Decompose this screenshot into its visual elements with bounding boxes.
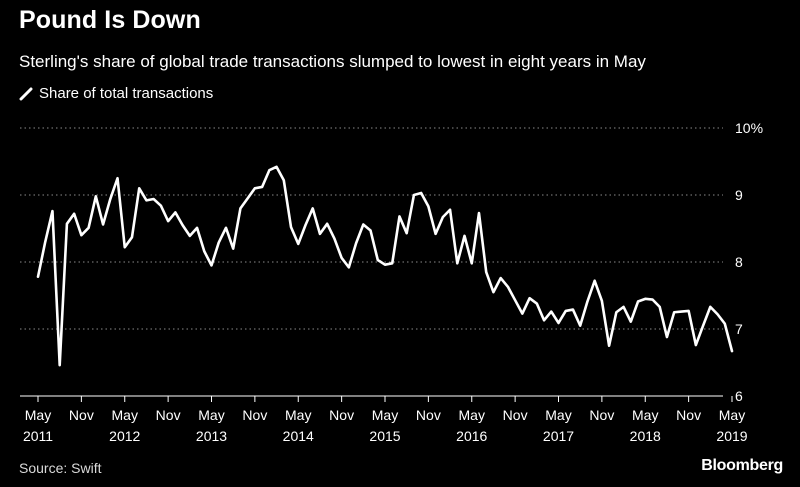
x-tick-month-label: May [459,407,485,423]
y-tick-label-6: 6 [735,388,743,404]
x-tick-month-label: May [719,407,745,423]
x-tick-month-label: Nov [416,407,441,423]
chart-subtitle: Sterling's share of global trade transac… [19,52,646,71]
x-tick-month-label: May [25,407,51,423]
x-tick-month-label: May [632,407,658,423]
chart-title: Pound Is Down [19,6,201,34]
source-note: Source: Swift [19,460,102,476]
y-tick-label-8: 8 [735,254,743,270]
x-tick-month-label: Nov [69,407,94,423]
x-tick-year-label: 2015 [369,428,400,444]
x-tick-year-label: 2011 [23,428,53,444]
x-tick-year-label: 2019 [716,428,747,444]
x-tick-month-label: Nov [676,407,701,423]
x-tick-month-label: Nov [156,407,181,423]
x-tick-year-label: 2017 [543,428,574,444]
y-tick-label-10: 10% [735,120,763,136]
bloomberg-logo: Bloomberg [701,457,783,474]
x-tick-month-label: Nov [242,407,267,423]
x-tick-month-label: May [198,407,224,423]
x-tick-month-label: May [112,407,138,423]
x-axis: May 2011 Nov May 2012 Nov May 2013 Nov May 2014 Nov… [23,396,748,444]
x-tick-month-label: Nov [329,407,354,423]
x-tick-month-label: May [372,407,398,423]
x-tick-month-label: Nov [589,407,614,423]
series-group [36,165,734,367]
y-tick-label-7: 7 [735,321,743,337]
x-tick-year-label: 2018 [630,428,661,444]
x-tick-month-label: Nov [503,407,528,423]
legend: Share of total transactions [19,85,213,102]
x-tick-month-label: May [545,407,571,423]
legend-label: Share of total transactions [39,85,214,102]
legend-line-icon [19,87,33,100]
y-tick-label-9: 9 [735,187,743,203]
y-axis: 6 7 8 9 10% [735,120,763,404]
series-line-share-of-total-transactions [36,165,734,367]
x-tick-month-label: May [285,407,311,423]
x-tick-year-label: 2012 [109,428,140,444]
x-tick-year-label: 2013 [196,428,227,444]
x-tick-year-label: 2016 [456,428,487,444]
gridlines [20,127,723,397]
x-tick-year-label: 2014 [283,428,314,444]
